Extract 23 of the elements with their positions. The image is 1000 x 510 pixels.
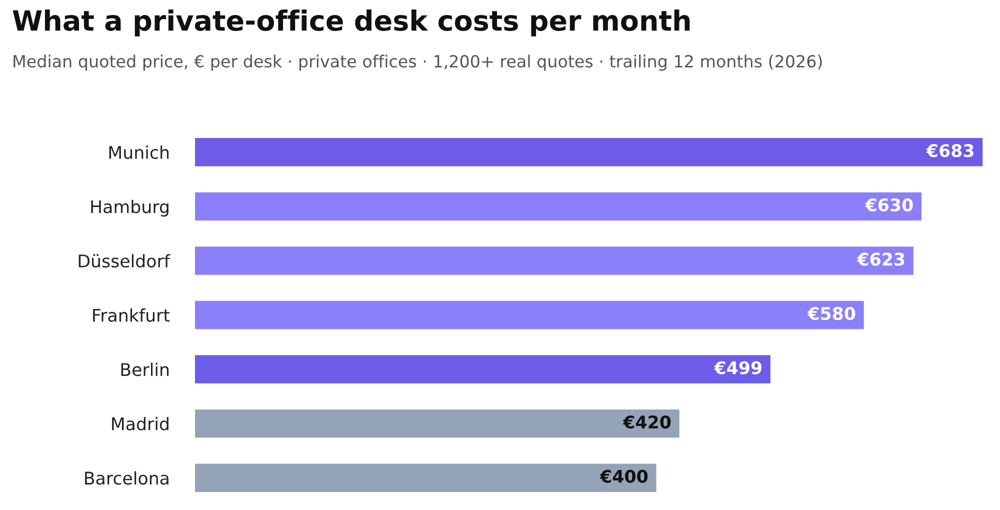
bar <box>195 138 983 166</box>
bar <box>195 300 864 330</box>
y-tick-label: Frankfurt <box>93 308 170 322</box>
data-label: €400 <box>600 470 648 483</box>
y-tick-label: Barcelona <box>85 471 168 485</box>
y-tick-label: Munich <box>109 146 169 159</box>
chart-subtitle: Median quoted price, € per desk · private offices · 1,200+ real quotes · trailing 12 months (2026) <box>14 54 822 71</box>
bar <box>195 355 770 384</box>
bar <box>195 192 922 221</box>
bar <box>195 409 680 438</box>
y-tick-label: Madrid <box>112 416 168 430</box>
y-tick-label: Hamburg <box>91 200 168 217</box>
chart-title: What a private-office desk costs per month <box>12 10 690 36</box>
bar <box>195 464 656 492</box>
data-label: €499 <box>714 361 762 374</box>
data-label: €420 <box>622 415 671 429</box>
data-label: €630 <box>864 198 913 212</box>
y-tick-label: Berlin <box>121 362 169 376</box>
bar <box>195 246 914 275</box>
data-label: €683 <box>926 144 974 158</box>
data-label: €580 <box>807 306 856 320</box>
data-label: €623 <box>856 252 904 266</box>
y-tick-label: Düsseldorf <box>78 254 170 268</box>
